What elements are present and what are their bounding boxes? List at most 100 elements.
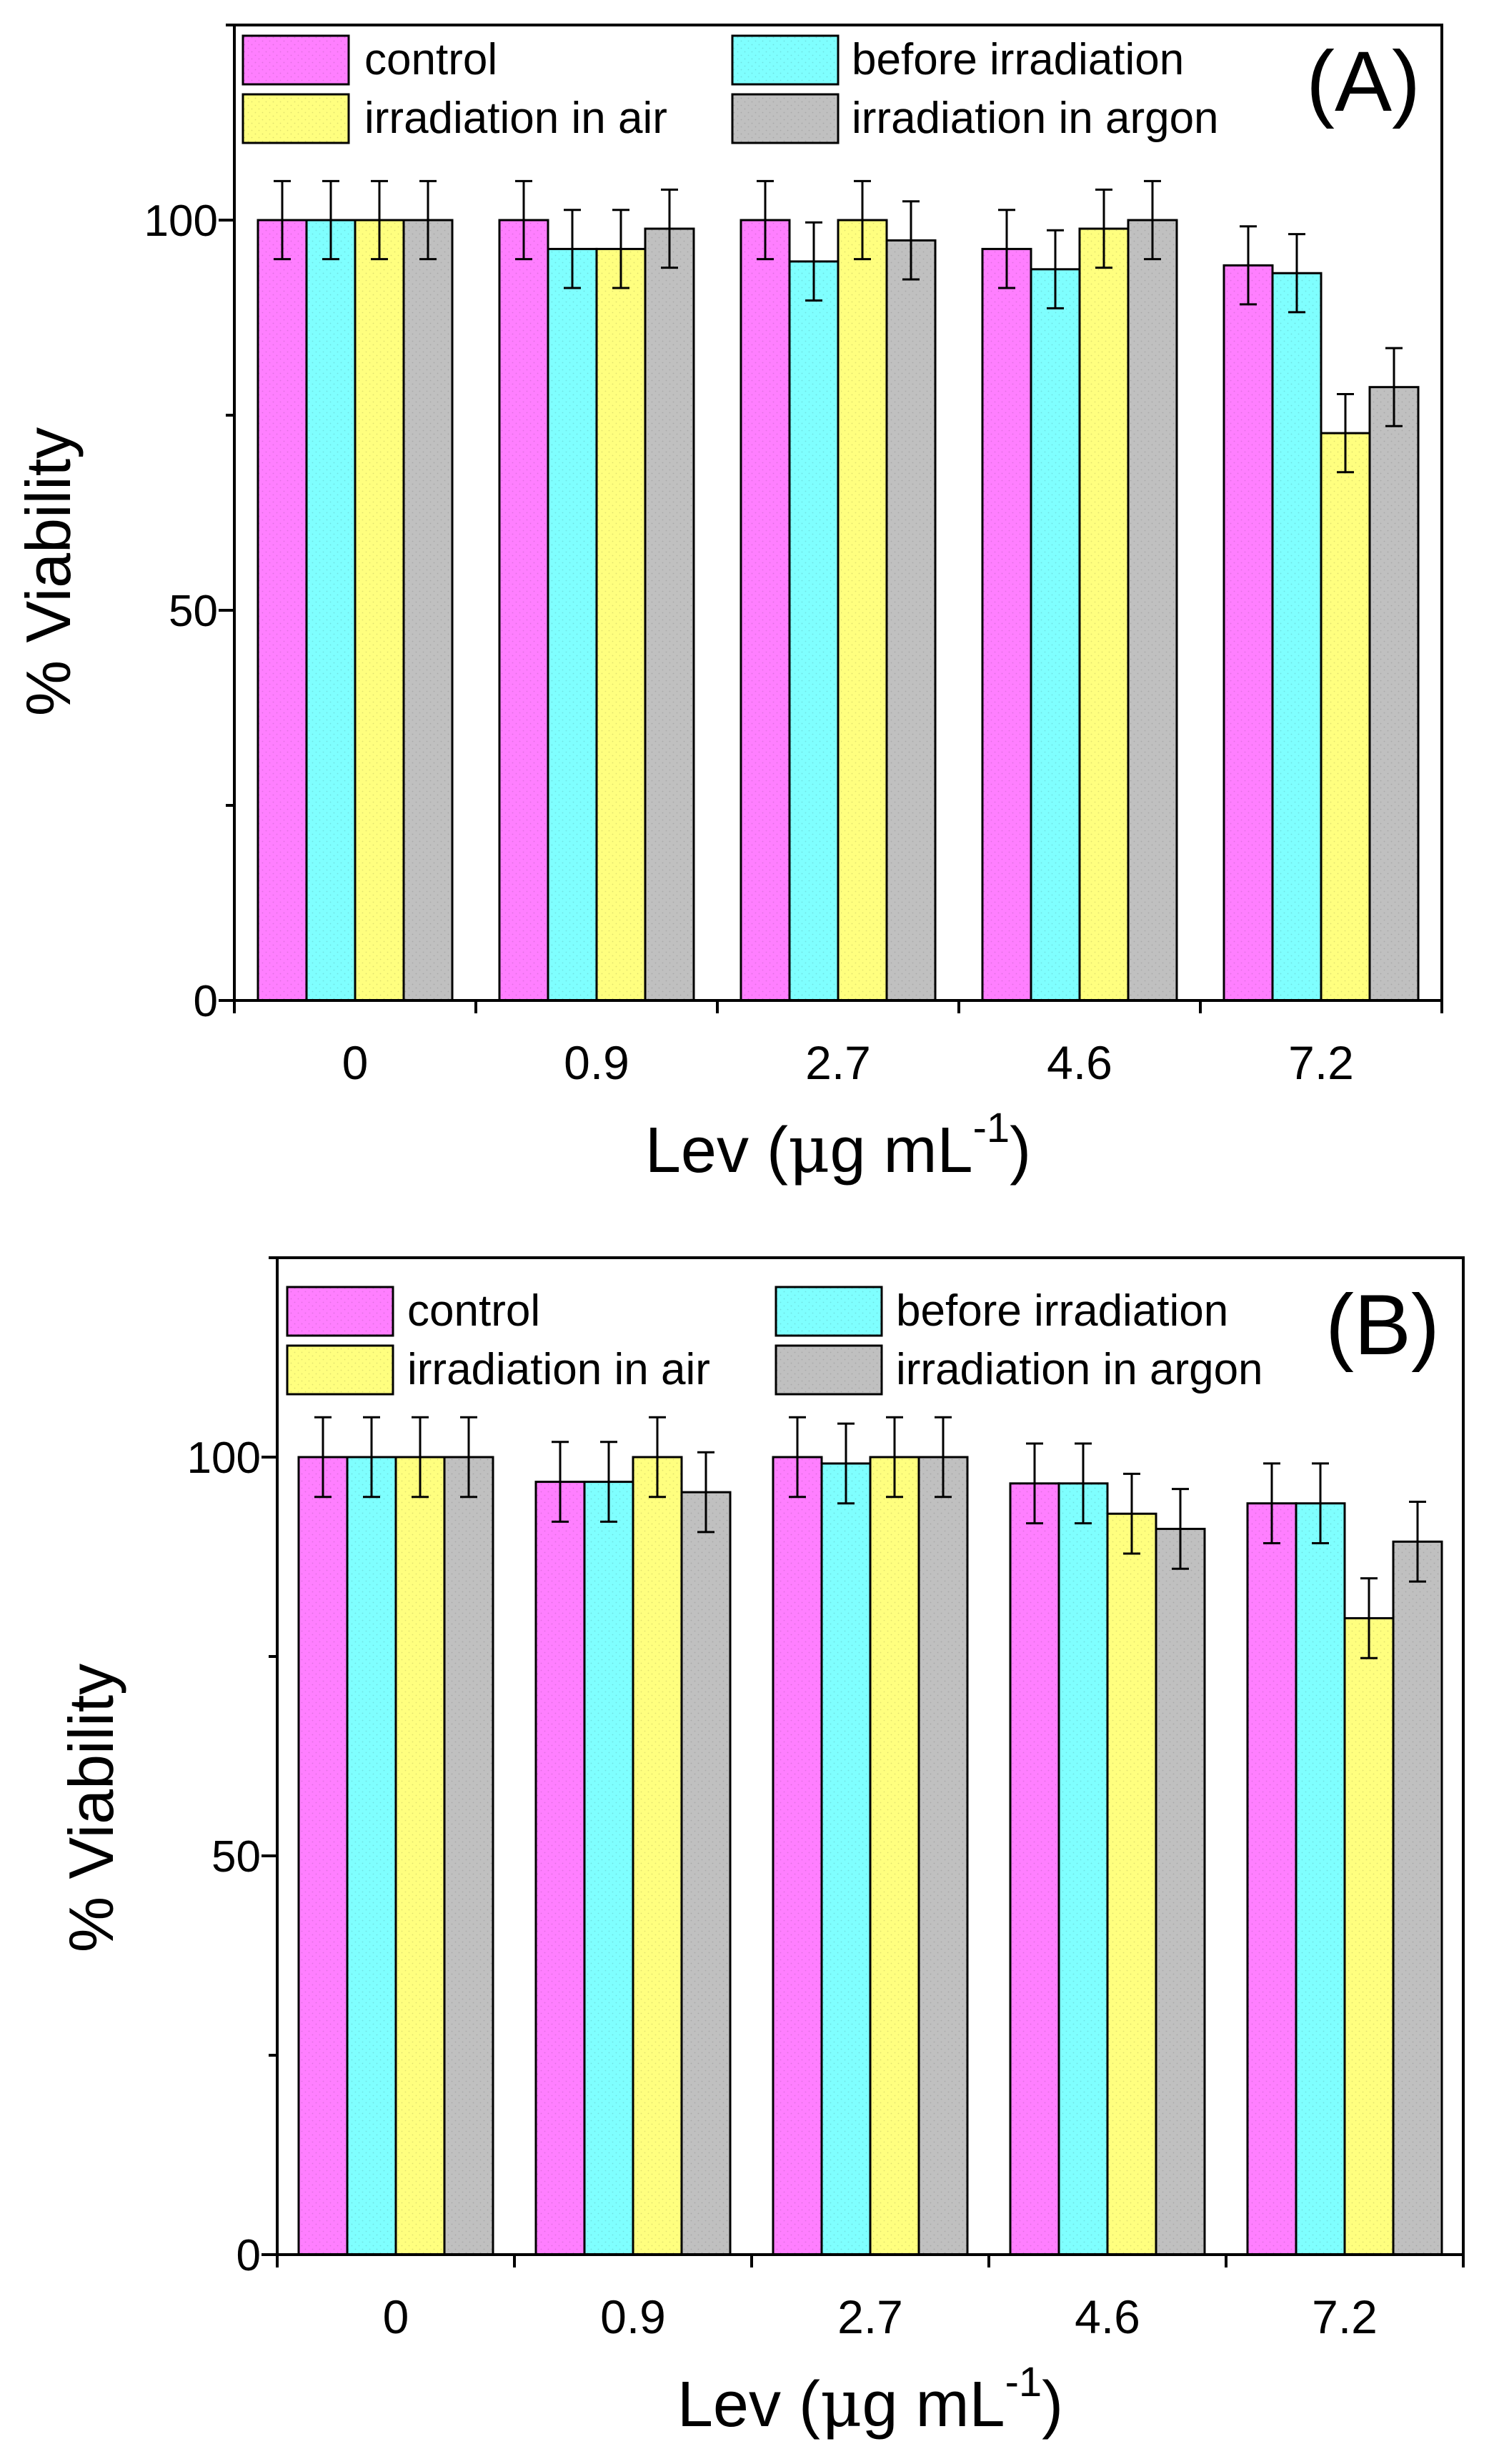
- error-bar: [600, 1441, 617, 1523]
- bar: [885, 239, 937, 1002]
- bar: [498, 219, 549, 1002]
- bar: [837, 219, 888, 1002]
- legend-label: irradiation in air: [364, 94, 667, 143]
- x-axis-label-close: ): [1010, 1115, 1031, 1186]
- bar: [583, 1481, 634, 2256]
- legend-label: control: [364, 35, 497, 84]
- bar: [354, 219, 405, 1002]
- bar: [1078, 227, 1130, 1002]
- x-tick-label: 7.2: [1312, 2290, 1378, 2343]
- error-bar: [1337, 393, 1354, 474]
- error-bar: [1288, 233, 1305, 314]
- legend-swatch: [286, 1344, 394, 1396]
- plot-frame: [233, 24, 1443, 1002]
- bar: [534, 1481, 586, 2256]
- x-tick-label: 2.7: [805, 1036, 871, 1089]
- error-bar: [649, 1416, 666, 1499]
- bar: [595, 247, 647, 1002]
- bar: [305, 219, 357, 1002]
- x-axis-label-sup: -1: [1005, 2359, 1042, 2405]
- error-bar: [998, 209, 1015, 289]
- bar: [1127, 219, 1178, 1002]
- bar: [394, 1456, 446, 2256]
- legend-label: irradiation in argon: [852, 94, 1219, 143]
- error-bar: [805, 221, 822, 302]
- bar: [1057, 1482, 1109, 2256]
- error-bar: [1385, 347, 1403, 427]
- legend-swatch: [731, 93, 840, 144]
- x-axis-label-mu: μ: [788, 1113, 830, 1188]
- legend-label: control: [407, 1286, 540, 1336]
- legend-label: before irradiation: [896, 1286, 1228, 1336]
- legend-swatch: [731, 34, 840, 86]
- bar: [297, 1456, 349, 2256]
- error-bar: [757, 179, 774, 261]
- x-axis-label: Lev (μg mL-1): [677, 2359, 1063, 2442]
- bar: [772, 1456, 823, 2256]
- legend-swatch: [775, 1344, 883, 1396]
- error-bar: [854, 179, 871, 261]
- bar: [1009, 1482, 1060, 2256]
- error-bar: [515, 179, 532, 261]
- error-bar: [1075, 1442, 1092, 1525]
- legend-swatch: [241, 93, 350, 144]
- legend-label: before irradiation: [852, 35, 1184, 84]
- error-bar: [902, 200, 920, 281]
- y-tick-label: 0: [236, 2231, 261, 2280]
- error-bar: [612, 209, 629, 289]
- error-bar: [274, 179, 291, 261]
- x-tick-label: 0: [342, 1036, 369, 1089]
- error-bar: [1095, 188, 1112, 269]
- x-axis-label-mu: μ: [820, 2367, 862, 2442]
- error-bar: [564, 209, 581, 289]
- bar: [820, 1462, 872, 2256]
- bar: [1368, 386, 1420, 1002]
- bar: [346, 1456, 397, 2256]
- bar: [1392, 1540, 1443, 2256]
- legend-swatch: [241, 34, 350, 86]
- chart-panel-a: 0 50 100 0 0.9 2.7 4.6 7.2 % Viability Lev (μg mL…: [0, 0, 1499, 1208]
- x-tick-label: 2.7: [837, 2290, 903, 2343]
- legend-swatch: [775, 1286, 883, 1337]
- panel-label: (A): [1306, 34, 1420, 129]
- error-bar: [886, 1416, 903, 1499]
- bar: [869, 1456, 920, 2256]
- x-tick-label: 7.2: [1288, 1036, 1354, 1089]
- error-bar: [552, 1441, 569, 1523]
- error-bar: [1026, 1442, 1043, 1525]
- error-bar: [1123, 1472, 1140, 1555]
- error-bar: [1263, 1462, 1280, 1545]
- plot-frame: [276, 1256, 1465, 2256]
- x-axis-label-main: Lev (: [645, 1115, 788, 1186]
- error-bar: [371, 179, 388, 261]
- x-axis-label-unit: g mL: [830, 1115, 972, 1186]
- y-tick-label: 0: [194, 977, 218, 1026]
- x-axis-label-main: Lev (: [677, 2369, 820, 2440]
- x-tick-label: 0.9: [564, 1036, 629, 1089]
- y-tick-label: 50: [169, 587, 218, 636]
- error-bar: [1172, 1488, 1189, 1570]
- error-bar: [412, 1416, 429, 1499]
- bar: [788, 260, 840, 1002]
- bar: [1246, 1502, 1298, 2256]
- x-tick-label: 0: [383, 2290, 409, 2343]
- error-bar: [697, 1451, 714, 1534]
- bar: [402, 219, 454, 1002]
- bar: [1343, 1616, 1395, 2256]
- x-axis-label: Lev (μg mL-1): [645, 1105, 1031, 1188]
- error-bar: [837, 1422, 855, 1505]
- bar: [547, 247, 598, 1002]
- error-bar: [789, 1416, 806, 1499]
- x-axis-label-close: ): [1042, 2369, 1063, 2440]
- legend-label: irradiation in argon: [896, 1345, 1263, 1394]
- error-bar: [661, 188, 678, 269]
- error-bar: [314, 1416, 332, 1499]
- bar: [1320, 432, 1371, 1002]
- bar-chart-b: 0 50 100 0 0.9 2.7 4.6 7.2 % Viability Lev (μg mL…: [56, 1256, 1465, 2442]
- bar: [644, 227, 695, 1002]
- error-bar: [322, 179, 339, 261]
- error-bar: [1360, 1577, 1378, 1659]
- bar: [632, 1456, 683, 2256]
- x-tick-label: 4.6: [1075, 2290, 1140, 2343]
- y-axis-label: % Viability: [13, 427, 84, 716]
